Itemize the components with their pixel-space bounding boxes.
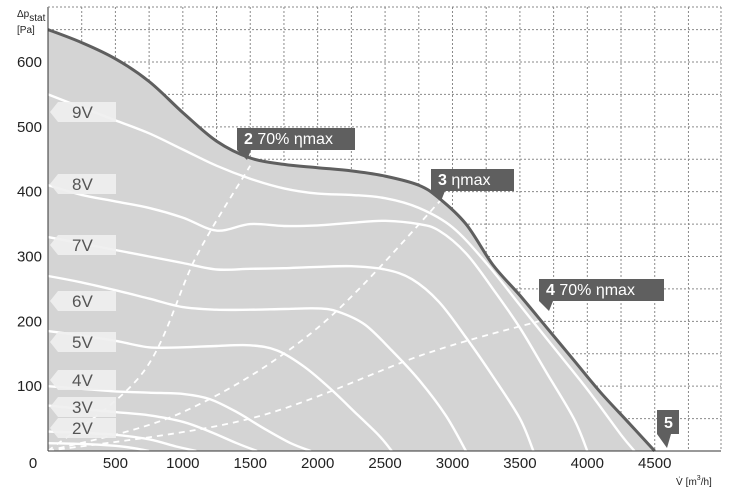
speed-curve-7v	[47, 235, 535, 452]
callout-text: 4 70% ηmax	[546, 282, 635, 299]
callout-box	[539, 279, 664, 301]
speed-curves	[47, 93, 636, 453]
speed-label-7v: 7V	[72, 236, 93, 255]
callout-2: 2 70% ηmax	[237, 128, 355, 160]
callout-box	[657, 410, 679, 434]
max-pressure-curve	[47, 28, 656, 453]
y-tick-label: 500	[17, 119, 42, 136]
speed-label-5v: 5V	[72, 333, 93, 352]
callout-5: 5	[657, 410, 679, 448]
y-tick-label: 400	[17, 184, 42, 201]
speed-curve-8v	[47, 184, 589, 452]
speed-label-tab	[50, 370, 116, 390]
speed-curve-6v	[47, 274, 468, 452]
axes: 0 500 1000 1500 2000 2500 3000 3500 4000 4500 100 2…	[17, 6, 722, 472]
x-tick-label: 3000	[436, 455, 469, 472]
speed-label-tab	[50, 235, 116, 255]
y-tick-label: 200	[17, 313, 42, 330]
speed-label-tab	[50, 291, 116, 311]
y-tick-label: 300	[17, 249, 42, 266]
x-tick-label: 1000	[166, 455, 199, 472]
callout-pointer	[657, 434, 671, 448]
callout-text: 3 ηmax	[438, 172, 490, 189]
callout-box	[237, 128, 355, 150]
callout-box	[431, 169, 514, 191]
speed-label-9v: 9V	[72, 103, 93, 122]
efficiency-line-4	[47, 320, 540, 452]
speed-label-tab	[50, 397, 116, 417]
y-tick-label: 100	[17, 378, 42, 395]
x-tick-label: 500	[103, 455, 128, 472]
callout-text: 2 70% ηmax	[244, 131, 333, 148]
speed-label-2v: 2V	[72, 419, 93, 438]
callout-3: 3 ηmax	[431, 169, 514, 201]
x-tick-label: 4500	[638, 455, 671, 472]
speed-label-3v: 3V	[72, 398, 93, 417]
callout-pointer	[539, 301, 553, 311]
callout-pointer	[237, 150, 251, 160]
y-axis-title: Δpstat	[17, 9, 46, 24]
efficiency-line-2	[47, 165, 251, 452]
speed-label-8v: 8V	[72, 175, 93, 194]
callout-text: 5	[664, 415, 673, 432]
x-axis-title: V̇ [m3/h]	[676, 475, 712, 488]
speed-label-6v: 6V	[72, 292, 93, 311]
speed-curve-4v	[47, 385, 312, 453]
callout-4: 4 70% ηmax	[539, 279, 664, 311]
x-tick-label: 2000	[301, 455, 334, 472]
x-tick-label: 4000	[571, 455, 604, 472]
speed-curve-9v	[47, 93, 636, 452]
speed-label-tab	[50, 418, 116, 438]
x-tick-label: 2500	[368, 455, 401, 472]
callout-pointer	[431, 191, 445, 201]
voltage-labels: 9V 8V 7V 6V 5V 4V 3V 2V	[50, 102, 116, 438]
speed-label-tab	[50, 332, 116, 352]
x-tick-label: 1500	[234, 455, 267, 472]
speed-label-tab	[50, 102, 116, 122]
speed-curve-min	[47, 442, 150, 453]
x-tick-label: 3500	[503, 455, 536, 472]
speed-label-4v: 4V	[72, 371, 93, 390]
x-tick-label: 0	[29, 455, 37, 472]
callouts: 2 70% ηmax 3 ηmax 4 70% ηmax 5	[237, 128, 679, 448]
speed-label-tab	[50, 174, 116, 194]
y-axis-unit: [Pa]	[17, 25, 35, 36]
envelope-curve	[47, 28, 656, 453]
y-tick-label: 600	[17, 54, 42, 71]
